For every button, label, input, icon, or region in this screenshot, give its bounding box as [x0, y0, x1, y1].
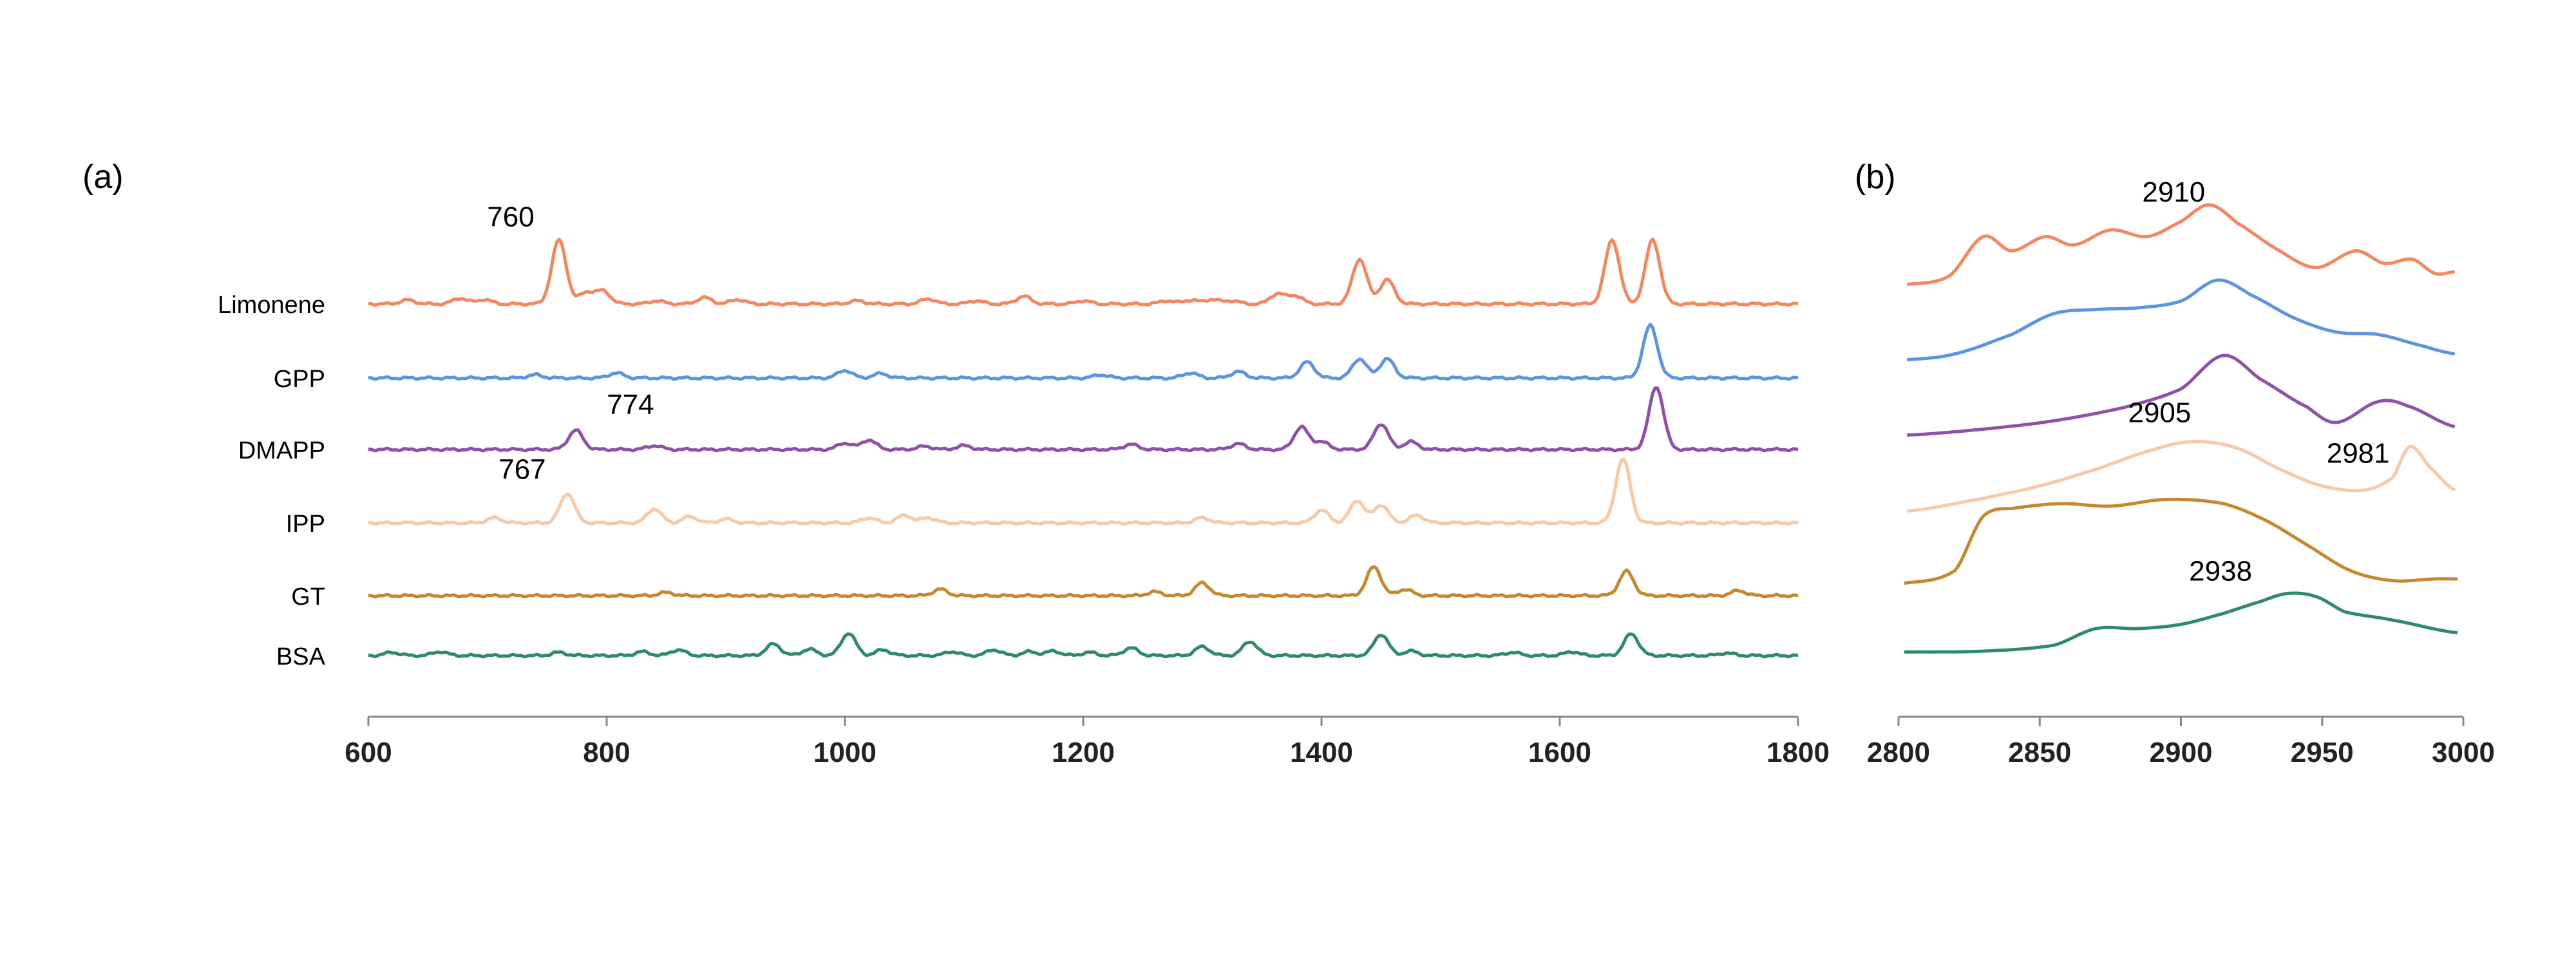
x-tick-label: 2900	[2150, 737, 2213, 768]
x-tick-label: 600	[345, 737, 392, 768]
series-label-gt: GT	[291, 583, 325, 611]
x-tick-label: 1800	[1766, 737, 1830, 768]
series-line-bsa	[1904, 591, 2458, 654]
peak-annotation: 2905	[2128, 397, 2191, 429]
series-line-dmapp	[368, 386, 1799, 453]
x-tick-label: 1000	[813, 737, 876, 768]
series-label-gpp: GPP	[274, 366, 325, 393]
panel-a-plot: 600 800 1000 1200 1400 1600 1800 Limonene GPP DMA…	[218, 202, 1830, 768]
series-label-bsa: BSA	[276, 643, 326, 670]
x-tick-label: 1400	[1290, 737, 1353, 768]
x-tick-label: 1200	[1052, 737, 1115, 768]
x-tick-label: 800	[583, 737, 630, 768]
x-tick-label: 2950	[2291, 737, 2354, 768]
peak-annotation: 2981	[2327, 437, 2390, 469]
peak-annotation: 2938	[2189, 555, 2252, 587]
series-line-dmapp	[1907, 354, 2456, 437]
series-line-gt	[1904, 497, 2458, 585]
series-line-ipp	[1906, 440, 2456, 513]
x-tick-label: 3000	[2432, 737, 2495, 768]
panel-b-plot: 2800 2850 2900 2950 3000 2910 2905 2981 2938	[1867, 176, 2495, 768]
series-line-gt	[368, 565, 1799, 599]
series-line-gpp	[1907, 278, 2456, 361]
peak-annotation: 760	[487, 202, 534, 233]
series-line-limonene	[368, 237, 1799, 307]
panel-b-label: (b)	[1855, 158, 1896, 196]
peak-annotation: 2910	[2142, 176, 2205, 208]
panel-a-label: (a)	[82, 158, 124, 196]
x-tick-label: 2850	[2008, 737, 2071, 768]
series-line-limonene	[1906, 203, 2456, 286]
series-line-gpp	[368, 323, 1799, 381]
peak-annotation: 767	[498, 453, 545, 485]
series-label-ipp: IPP	[286, 511, 325, 538]
x-tick-label: 2800	[1867, 737, 1930, 768]
series-label-limonene: Limonene	[218, 292, 325, 319]
series-label-dmapp: DMAPP	[238, 437, 325, 464]
peak-annotation: 774	[607, 389, 654, 421]
x-tick-label: 1600	[1528, 737, 1591, 768]
series-line-bsa	[368, 632, 1799, 659]
series-line-ipp	[368, 457, 1799, 526]
